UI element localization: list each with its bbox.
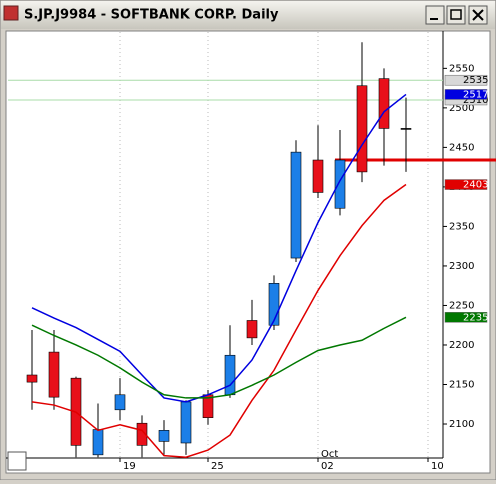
candle-body <box>246 320 258 339</box>
maximize-button[interactable] <box>446 5 466 25</box>
close-icon <box>472 9 484 21</box>
title-bar <box>1 1 495 29</box>
value-label: 2510 <box>463 95 488 106</box>
y-tick-label: 2350 <box>449 221 474 232</box>
candle-body <box>334 159 346 209</box>
value-box <box>444 179 488 190</box>
y-tick-label: 2100 <box>449 419 474 430</box>
plot: 2100215022002250230023502400245025002550… <box>8 32 496 472</box>
x-tick-label: 10 <box>431 461 444 472</box>
x-tick-label: 19 <box>123 461 136 472</box>
value-label: 2517 <box>463 89 488 100</box>
value-label: 2235 <box>463 312 488 323</box>
chart-panel <box>5 30 491 474</box>
candle-body <box>26 374 38 383</box>
value-box <box>444 89 488 100</box>
corner-box[interactable] <box>7 451 27 471</box>
value-box <box>444 312 488 323</box>
maximize-icon <box>450 9 462 20</box>
value-label: 2535 <box>463 75 488 86</box>
candle-body <box>48 351 60 398</box>
y-tick-label: 2550 <box>449 63 474 74</box>
y-tick-label: 2300 <box>449 261 474 272</box>
x-tick-label: 25 <box>211 461 224 472</box>
candle-body <box>378 78 390 129</box>
window-buttons[interactable] <box>425 5 488 25</box>
value-box <box>444 74 488 86</box>
y-tick-label: 2500 <box>449 103 474 114</box>
minimize-button[interactable] <box>425 5 445 25</box>
candle-body <box>268 283 280 326</box>
candle-body <box>290 151 302 259</box>
candle-body <box>92 429 104 456</box>
candle-body <box>312 159 324 193</box>
candle-body <box>180 401 192 444</box>
candle-body <box>224 354 236 396</box>
candle-body <box>114 394 126 411</box>
indicator-line <box>31 183 407 458</box>
window-icon <box>3 5 19 21</box>
value-label: 2403 <box>463 180 488 191</box>
y-tick-label: 2250 <box>449 300 474 311</box>
y-tick-label: 2200 <box>449 340 474 351</box>
candle-body <box>136 422 148 446</box>
indicator-line <box>31 316 407 399</box>
candle-body <box>356 85 368 173</box>
month-label: Oct <box>321 449 338 460</box>
window-title: S.JP.J9984 - SOFTBANK CORP. Daily <box>24 8 279 23</box>
x-tick-label: 02 <box>321 461 334 472</box>
candle-body <box>400 128 412 130</box>
indicator-line <box>31 93 407 403</box>
y-tick-label: 2450 <box>449 142 474 153</box>
candle-body <box>158 430 170 442</box>
y-tick-label: 2150 <box>449 379 474 390</box>
